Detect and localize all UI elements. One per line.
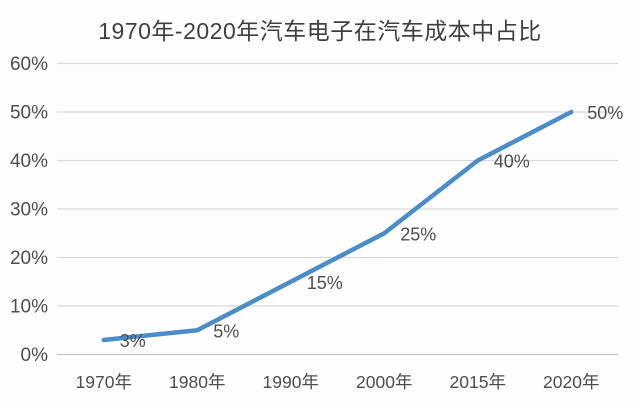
x-tick-label: 2015年 bbox=[450, 372, 506, 392]
y-tick-label: 30% bbox=[10, 200, 48, 221]
y-tick-label: 10% bbox=[10, 297, 48, 318]
y-tick-label: 40% bbox=[10, 151, 48, 172]
y-tick-label: 50% bbox=[10, 103, 48, 124]
x-tick-label: 2000年 bbox=[356, 372, 412, 392]
data-label: 3% bbox=[120, 331, 146, 351]
y-tick-label: 60% bbox=[10, 54, 48, 75]
x-tick-label: 1980年 bbox=[169, 372, 225, 392]
data-series-line bbox=[101, 109, 574, 343]
x-tick-label: 2020年 bbox=[543, 372, 599, 392]
x-tick-label: 1990年 bbox=[263, 372, 319, 392]
y-tick-label: 0% bbox=[21, 345, 49, 366]
data-label: 50% bbox=[587, 103, 623, 123]
data-label: 5% bbox=[213, 321, 239, 341]
x-tick-label: 1970年 bbox=[76, 372, 132, 392]
chart-title: 1970年-2020年汽车电子在汽车成本中占比 bbox=[98, 18, 542, 44]
y-tick-label: 20% bbox=[10, 248, 48, 269]
data-label: 25% bbox=[400, 224, 436, 244]
data-label: 40% bbox=[494, 152, 530, 172]
data-label: 15% bbox=[307, 273, 343, 293]
